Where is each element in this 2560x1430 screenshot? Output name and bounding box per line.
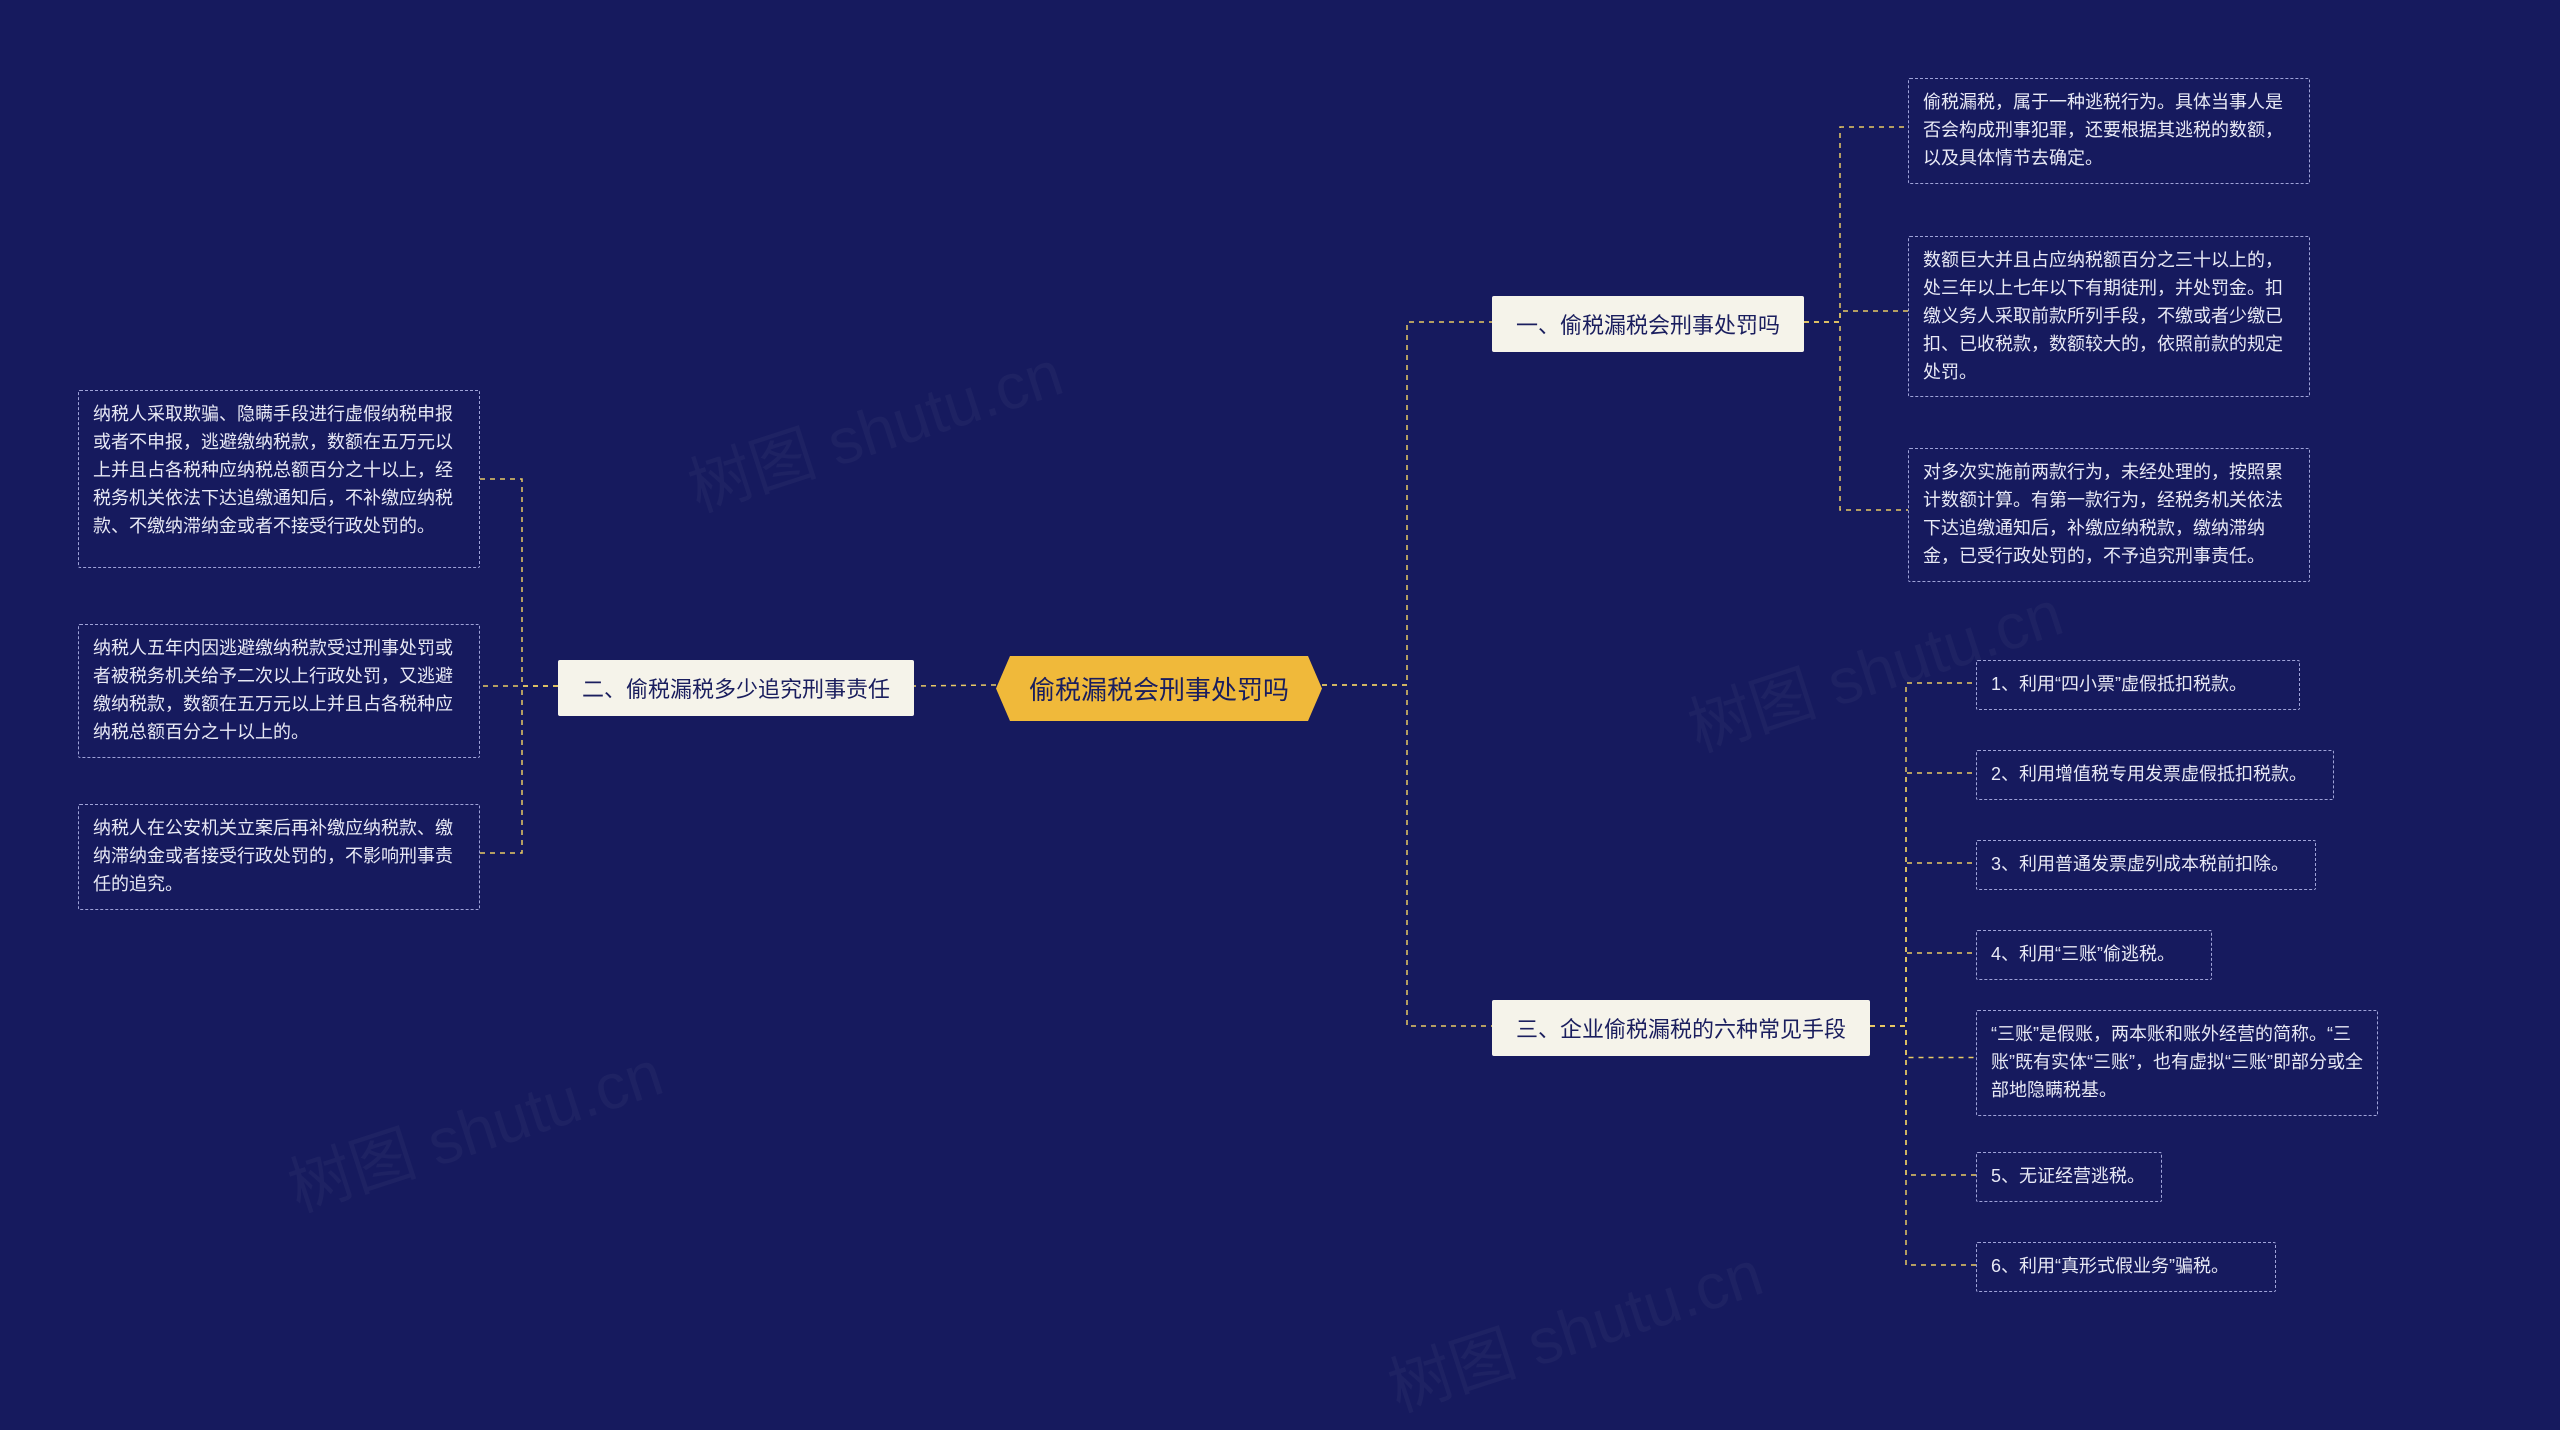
- leaf-text: “三账”是假账，两本账和账外经营的简称。“三账”既有实体“三账”，也有虚拟“三账…: [1991, 1021, 2363, 1105]
- leaf-text: 对多次实施前两款行为，未经处理的，按照累计数额计算。有第一款行为，经税务机关依法…: [1923, 459, 2295, 571]
- leaf-text: 2、利用增值税专用发票虚假抵扣税款。: [1991, 761, 2307, 789]
- leaf-text: 纳税人五年内因逃避缴纳税款受过刑事处罚或者被税务机关给予二次以上行政处罚，又逃避…: [93, 635, 465, 747]
- leaf-text: 5、无证经营逃税。: [1991, 1163, 2145, 1191]
- watermark: 树图 shutu.cn: [675, 322, 1072, 529]
- leaf-text: 4、利用“三账”偷逃税。: [1991, 941, 2175, 969]
- branch-3-leaf-1[interactable]: 1、利用“四小票”虚假抵扣税款。: [1976, 660, 2300, 710]
- leaf-text: 纳税人采取欺骗、隐瞒手段进行虚假纳税申报或者不申报，逃避缴纳税款，数额在五万元以…: [93, 401, 465, 540]
- root-label: 偷税漏税会刑事处罚吗: [1029, 670, 1289, 707]
- branch-1-leaf-2[interactable]: 数额巨大并且占应纳税额百分之三十以上的，处三年以上七年以下有期徒刑，并处罚金。扣…: [1908, 236, 2310, 397]
- branch-1-leaf-3[interactable]: 对多次实施前两款行为，未经处理的，按照累计数额计算。有第一款行为，经税务机关依法…: [1908, 448, 2310, 582]
- branch-3[interactable]: 三、企业偷税漏税的六种常见手段: [1492, 1000, 1870, 1056]
- leaf-text: 6、利用“真形式假业务”骗税。: [1991, 1253, 2229, 1281]
- branch-3-leaf-7[interactable]: 6、利用“真形式假业务”骗税。: [1976, 1242, 2276, 1292]
- branch-2-label: 二、偷税漏税多少追究刑事责任: [582, 672, 890, 704]
- branch-3-label: 三、企业偷税漏税的六种常见手段: [1516, 1012, 1846, 1044]
- branch-3-leaf-5[interactable]: “三账”是假账，两本账和账外经营的简称。“三账”既有实体“三账”，也有虚拟“三账…: [1976, 1010, 2378, 1116]
- leaf-text: 1、利用“四小票”虚假抵扣税款。: [1991, 671, 2247, 699]
- branch-1-label: 一、偷税漏税会刑事处罚吗: [1516, 308, 1780, 340]
- branch-2-leaf-2[interactable]: 纳税人五年内因逃避缴纳税款受过刑事处罚或者被税务机关给予二次以上行政处罚，又逃避…: [78, 624, 480, 758]
- leaf-text: 3、利用普通发票虚列成本税前扣除。: [1991, 851, 2289, 879]
- watermark: 树图 shutu.cn: [275, 1022, 672, 1229]
- branch-1-leaf-1[interactable]: 偷税漏税，属于一种逃税行为。具体当事人是否会构成刑事犯罪，还要根据其逃税的数额，…: [1908, 78, 2310, 184]
- leaf-text: 偷税漏税，属于一种逃税行为。具体当事人是否会构成刑事犯罪，还要根据其逃税的数额，…: [1923, 89, 2295, 173]
- watermark: 树图 shutu.cn: [1375, 1222, 1772, 1429]
- branch-2[interactable]: 二、偷税漏税多少追究刑事责任: [558, 660, 914, 716]
- branch-3-leaf-2[interactable]: 2、利用增值税专用发票虚假抵扣税款。: [1976, 750, 2334, 800]
- branch-3-leaf-4[interactable]: 4、利用“三账”偷逃税。: [1976, 930, 2212, 980]
- root-node[interactable]: 偷税漏税会刑事处罚吗: [996, 656, 1322, 721]
- branch-2-leaf-3[interactable]: 纳税人在公安机关立案后再补缴应纳税款、缴纳滞纳金或者接受行政处罚的，不影响刑事责…: [78, 804, 480, 910]
- leaf-text: 纳税人在公安机关立案后再补缴应纳税款、缴纳滞纳金或者接受行政处罚的，不影响刑事责…: [93, 815, 465, 899]
- branch-1[interactable]: 一、偷税漏税会刑事处罚吗: [1492, 296, 1804, 352]
- branch-3-leaf-3[interactable]: 3、利用普通发票虚列成本税前扣除。: [1976, 840, 2316, 890]
- leaf-text: 数额巨大并且占应纳税额百分之三十以上的，处三年以上七年以下有期徒刑，并处罚金。扣…: [1923, 247, 2295, 386]
- branch-2-leaf-1[interactable]: 纳税人采取欺骗、隐瞒手段进行虚假纳税申报或者不申报，逃避缴纳税款，数额在五万元以…: [78, 390, 480, 568]
- branch-3-leaf-6[interactable]: 5、无证经营逃税。: [1976, 1152, 2162, 1202]
